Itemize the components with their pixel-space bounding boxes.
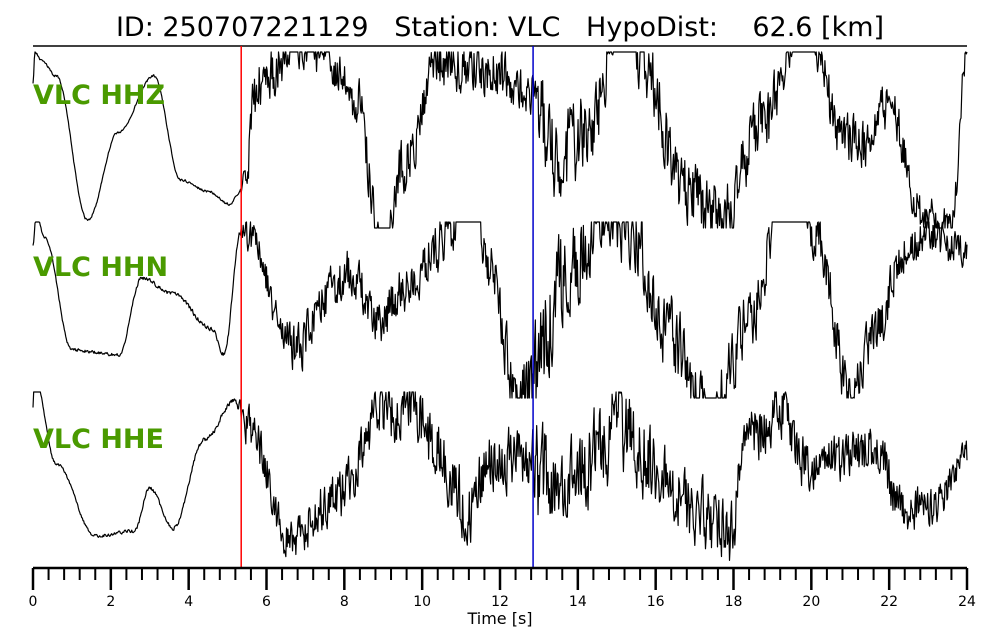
- x-tick-label: 12: [491, 594, 509, 610]
- x-tick-label: 14: [569, 594, 587, 610]
- x-tick-label: 6: [262, 594, 271, 610]
- x-tick-label: 8: [340, 594, 349, 610]
- x-tick-label: 24: [958, 594, 976, 610]
- x-tick-label: 2: [106, 594, 115, 610]
- trace-line: [32, 391, 968, 561]
- x-tick-label: 16: [647, 594, 665, 610]
- x-tick-label: 20: [802, 594, 820, 610]
- trace-labels: VLC HHZ VLC HHN VLC HHE: [33, 80, 168, 455]
- trace-label: VLC HHZ: [33, 80, 165, 111]
- x-tick-label: 18: [725, 594, 743, 610]
- x-tick-label: 22: [880, 594, 898, 610]
- trace-line: [32, 221, 968, 399]
- x-tick-label: 0: [29, 594, 38, 610]
- x-axis-label: Time [s]: [466, 609, 532, 628]
- trace-line: [32, 51, 968, 229]
- trace-label: VLC HHE: [33, 424, 164, 455]
- time-axis: 0 2 4 6 8 10 12 14 16 18 20 22 24: [29, 566, 976, 610]
- traces-group: [32, 51, 968, 561]
- chart-title: ID: 250707221129 Station: VLC HypoDist: …: [116, 12, 884, 43]
- trace-label: VLC HHN: [33, 252, 168, 283]
- phase-markers: [240, 46, 534, 568]
- x-tick-label: 4: [184, 594, 193, 610]
- x-tick-label: 10: [413, 594, 431, 610]
